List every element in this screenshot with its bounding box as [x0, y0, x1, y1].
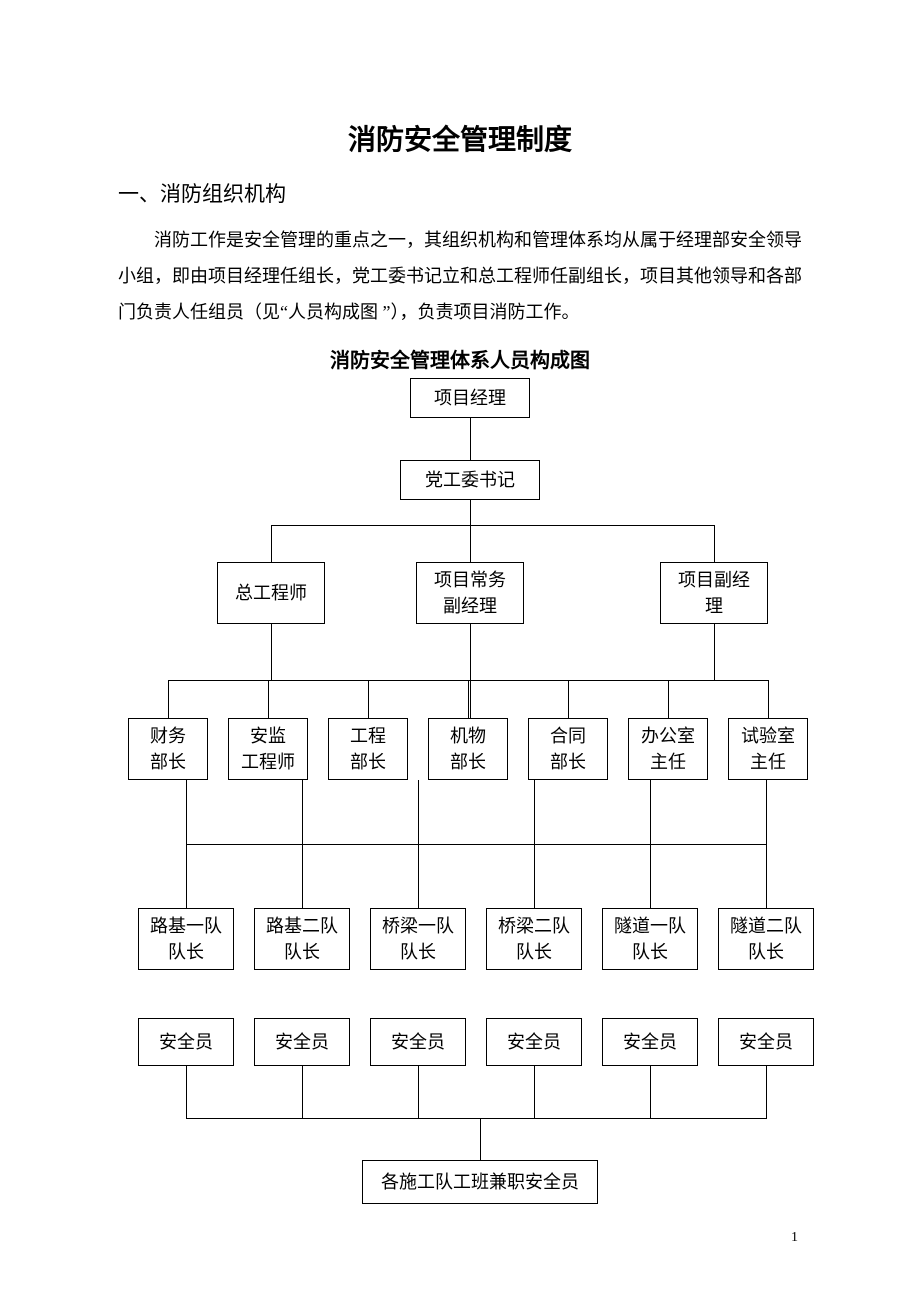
org-node-s4: 安全员 [486, 1018, 582, 1066]
org-node-t5: 隧道一队 队长 [602, 908, 698, 970]
org-node-d3: 工程 部长 [328, 718, 408, 780]
org-node-d4: 机物 部长 [428, 718, 508, 780]
org-node-d1: 财务 部长 [128, 718, 208, 780]
connector-h [271, 525, 715, 526]
connector-v [534, 780, 535, 845]
org-node-n2: 党工委书记 [400, 460, 540, 500]
org-node-s3: 安全员 [370, 1018, 466, 1066]
page-number: 1 [791, 1230, 798, 1246]
org-node-n3: 总工程师 [217, 562, 325, 624]
org-node-s1: 安全员 [138, 1018, 234, 1066]
page: 消防安全管理制度 一、消防组织机构 消防工作是安全管理的重点之一，其组织机构和管… [0, 0, 920, 1302]
org-node-bot: 各施工队工班兼职安全员 [362, 1160, 598, 1204]
connector-v [418, 1066, 419, 1119]
connector-v [650, 844, 651, 909]
org-node-s5: 安全员 [602, 1018, 698, 1066]
connector-v [650, 780, 651, 845]
connector-v [480, 1118, 481, 1161]
org-node-n5: 项目副经 理 [660, 562, 768, 624]
org-node-t2: 路基二队 队长 [254, 908, 350, 970]
org-node-t4: 桥梁二队 队长 [486, 908, 582, 970]
connector-v [302, 1066, 303, 1119]
connector-v [534, 1066, 535, 1119]
connector-v [470, 624, 471, 719]
org-node-t1: 路基一队 队长 [138, 908, 234, 970]
connector-h [186, 1118, 767, 1119]
org-node-n4: 项目常务 副经理 [416, 562, 524, 624]
connector-v [368, 680, 369, 719]
org-chart: 项目经理党工委书记总工程师 项目常务 副经理 项目副经 理财务 部长安监 工程师工程… [0, 0, 920, 1302]
connector-v [568, 680, 569, 719]
connector-v [302, 844, 303, 909]
connector-v [714, 525, 715, 563]
connector-v [714, 624, 715, 681]
connector-v [534, 844, 535, 909]
connector-v [470, 418, 471, 461]
connector-v [168, 680, 169, 719]
org-node-s2: 安全员 [254, 1018, 350, 1066]
org-node-t6: 隧道二队 队长 [718, 908, 814, 970]
org-node-t3: 桥梁一队 队长 [370, 908, 466, 970]
org-node-d7: 试验室 主任 [728, 718, 808, 780]
connector-v [668, 680, 669, 719]
connector-v [186, 1066, 187, 1119]
connector-v [268, 680, 269, 719]
connector-v [650, 1066, 651, 1119]
connector-v [766, 1066, 767, 1119]
connector-v [186, 780, 187, 845]
connector-v [418, 844, 419, 909]
connector-h [186, 844, 767, 845]
org-node-d5: 合同 部长 [528, 718, 608, 780]
org-node-d2: 安监 工程师 [228, 718, 308, 780]
connector-v [302, 780, 303, 845]
connector-v [418, 780, 419, 845]
connector-v [271, 624, 272, 681]
connector-v [766, 844, 767, 909]
connector-v [271, 525, 272, 563]
connector-v [766, 780, 767, 845]
org-node-d6: 办公室 主任 [628, 718, 708, 780]
connector-v [468, 680, 469, 719]
connector-v [470, 500, 471, 563]
org-node-s6: 安全员 [718, 1018, 814, 1066]
connector-v [768, 680, 769, 719]
connector-v [186, 844, 187, 909]
org-node-n1: 项目经理 [410, 378, 530, 418]
